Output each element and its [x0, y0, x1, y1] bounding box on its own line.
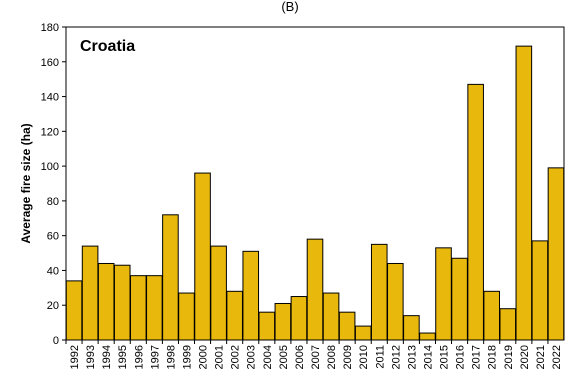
bar: [146, 275, 163, 341]
y-tick-label: 120: [41, 126, 59, 138]
x-tick-label: 2005: [278, 345, 290, 369]
x-tick-label: 2019: [503, 345, 515, 369]
bar: [226, 290, 243, 341]
bar: [258, 311, 276, 341]
bar: [322, 292, 340, 341]
bar: [499, 308, 517, 341]
x-tick-label: 2001: [214, 345, 226, 369]
panel-label: (B): [281, 0, 298, 14]
x-tick-label: 2008: [326, 345, 338, 369]
x-tick-label: 2002: [230, 345, 242, 369]
bar: [451, 257, 468, 341]
y-tick-label: 180: [41, 22, 59, 34]
bar: [306, 238, 324, 341]
x-tick-label: 2018: [487, 345, 499, 369]
x-tick-label: 2013: [406, 345, 418, 369]
bar: [547, 167, 565, 341]
y-tick-label: 100: [41, 161, 59, 173]
bar: [515, 45, 533, 341]
x-tick-label: 2007: [310, 345, 322, 369]
bar: [129, 275, 147, 341]
bar: [387, 262, 404, 341]
bar: [531, 240, 549, 341]
x-tick-label: 2009: [342, 345, 354, 369]
bar: [113, 264, 131, 341]
y-axis-title: Average fire size (ha): [19, 123, 33, 243]
bars: [65, 45, 565, 341]
bar: [467, 83, 484, 341]
x-tick-label: 1996: [133, 345, 145, 369]
y-tick-label: 20: [47, 300, 59, 312]
bar: [338, 311, 356, 341]
bar: [194, 172, 211, 341]
bar: [403, 315, 420, 341]
y-axis-ticks: 0 20 40 60 80 100 120 140 160 180: [41, 22, 66, 347]
bar: [81, 245, 99, 341]
x-tick-label: 2006: [294, 345, 306, 369]
x-tick-label: 1993: [85, 345, 97, 369]
x-tick-label: 2003: [246, 345, 258, 369]
x-tick-label: 1997: [149, 345, 161, 369]
x-tick-label: 2021: [535, 345, 547, 369]
y-tick-label: 60: [47, 231, 59, 243]
bar: [162, 214, 179, 341]
x-tick-label: 2015: [439, 345, 451, 369]
x-tick-label: 2010: [358, 345, 370, 369]
x-tick-label: 2000: [198, 345, 210, 369]
bar: [242, 250, 260, 341]
x-tick-label: 1999: [181, 345, 193, 369]
x-tick-label: 2004: [262, 345, 274, 369]
x-tick-label: 2011: [374, 345, 386, 369]
bar: [178, 292, 195, 341]
x-tick-label: 1995: [117, 345, 129, 369]
x-tick-label: 2022: [551, 345, 563, 369]
bar: [65, 280, 83, 341]
x-tick-label: 2014: [422, 345, 434, 369]
y-tick-label: 80: [47, 196, 59, 208]
y-tick-label: 140: [41, 92, 59, 104]
bar: [290, 296, 308, 341]
bar: [97, 262, 115, 341]
x-tick-label: 2016: [455, 345, 467, 369]
bar: [210, 245, 227, 341]
bar: [354, 325, 372, 341]
x-tick-label: 1998: [165, 345, 177, 369]
x-tick-label: 2012: [390, 345, 402, 369]
bar: [435, 247, 452, 341]
y-tick-label: 40: [47, 265, 59, 277]
x-tick-label: 1994: [101, 345, 113, 369]
bar: [274, 302, 292, 341]
bar: [370, 243, 388, 341]
chart-title: Croatia: [80, 38, 135, 55]
bar: [483, 290, 501, 341]
x-tick-label: 2020: [519, 345, 531, 369]
y-tick-label: 0: [53, 335, 59, 347]
y-tick-label: 160: [41, 57, 59, 69]
x-tick-label: 2017: [471, 345, 483, 369]
x-axis-ticks: 1992 1993 1994 1995 1996 1997 1998 1999 2000 2001…: [65, 340, 563, 369]
x-tick-label: 1992: [69, 345, 81, 369]
bar: [419, 332, 436, 341]
